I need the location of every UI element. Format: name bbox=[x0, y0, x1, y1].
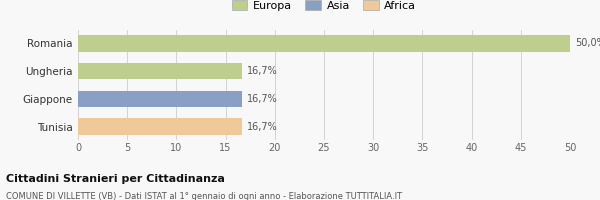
Bar bbox=[78, 118, 242, 135]
Text: 16,7%: 16,7% bbox=[247, 122, 278, 132]
Text: 50,0%: 50,0% bbox=[575, 38, 600, 48]
Text: 16,7%: 16,7% bbox=[247, 94, 278, 104]
Bar bbox=[78, 91, 242, 107]
Bar bbox=[78, 63, 242, 79]
Bar bbox=[78, 35, 570, 52]
Text: Cittadini Stranieri per Cittadinanza: Cittadini Stranieri per Cittadinanza bbox=[6, 174, 225, 184]
Legend: Europa, Asia, Africa: Europa, Asia, Africa bbox=[227, 0, 421, 16]
Text: COMUNE DI VILLETTE (VB) - Dati ISTAT al 1° gennaio di ogni anno - Elaborazione T: COMUNE DI VILLETTE (VB) - Dati ISTAT al … bbox=[6, 192, 402, 200]
Text: 16,7%: 16,7% bbox=[247, 66, 278, 76]
